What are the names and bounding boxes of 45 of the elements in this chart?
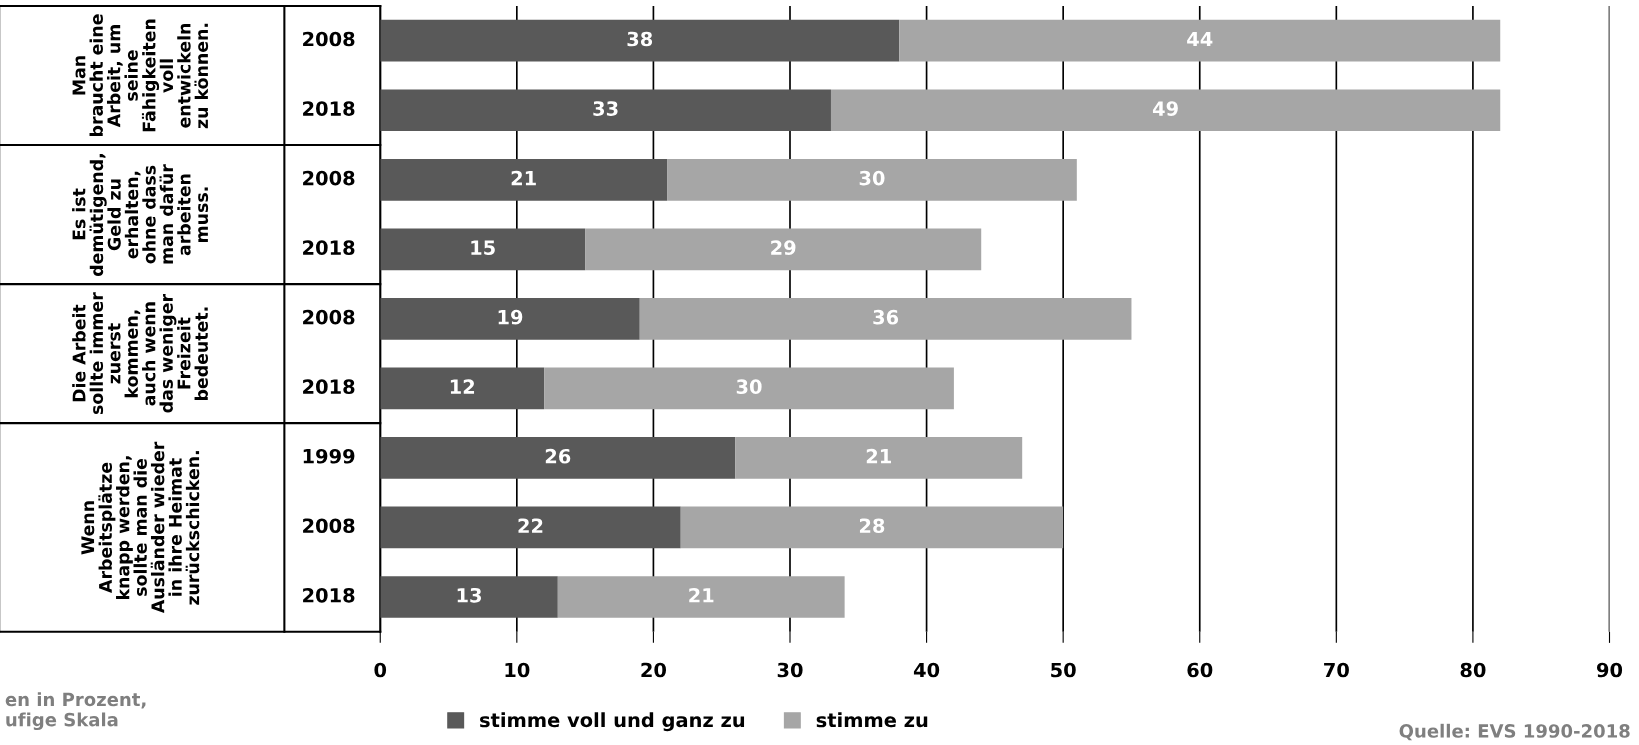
text: en in Prozent, ufige Skala xyxy=(5,692,146,731)
x-tick-label: 80 xyxy=(1460,662,1486,678)
data-label: 21 xyxy=(866,448,891,464)
data-label: 13 xyxy=(457,587,482,603)
data-label: 38 xyxy=(627,31,653,47)
text: Man braucht eine Arbeit, um seine Fähigkeiten voll entwickeln zu können. xyxy=(72,14,209,136)
data-label: 26 xyxy=(545,448,571,464)
data-label: 21 xyxy=(689,587,714,603)
x-tick-label: 70 xyxy=(1324,662,1349,678)
legend-label: stimme zu xyxy=(816,712,928,728)
data-label: 28 xyxy=(859,518,885,534)
text: Wenn Arbeitsplätze knapp werden, sollte man die Ausländer wieder in ihre Heimat zurückschicken. xyxy=(81,441,200,614)
text: Die Arbeit sollte immer zuerst kommen, auch wenn das weniger Freizeit bedeutet. xyxy=(72,292,208,415)
x-tick-label: 40 xyxy=(913,662,940,678)
x-tick-label: 50 xyxy=(1051,662,1076,678)
data-label: 12 xyxy=(450,379,475,394)
y-tick-label: 2008 xyxy=(303,518,355,534)
y-tick-label: 2008 xyxy=(303,170,355,186)
data-label: 30 xyxy=(859,170,885,186)
data-label: 22 xyxy=(518,518,543,533)
data-label: 29 xyxy=(771,240,796,255)
data-label: 15 xyxy=(471,240,495,255)
legend-label: stimme voll und ganz zu xyxy=(480,712,745,732)
data-label: 49 xyxy=(1152,101,1178,116)
source-note: Quelle: EVS 1990-2018 xyxy=(1399,723,1630,741)
y-tick-label: 2008 xyxy=(303,31,355,47)
y-tick-label: 2018 xyxy=(303,379,355,395)
x-tick-label: 0 xyxy=(374,662,387,678)
x-tick-label: 10 xyxy=(505,662,530,678)
data-label: 21 xyxy=(511,170,536,186)
data-label: 19 xyxy=(498,309,523,325)
text: Es ist demütigend, Geld zu erhalten, ohne dass man dafür arbeiten muss. xyxy=(72,154,209,277)
data-label: 44 xyxy=(1187,31,1213,47)
y-tick-label: 2018 xyxy=(303,240,355,255)
x-tick-label: 20 xyxy=(641,662,667,678)
data-label: 33 xyxy=(593,101,618,116)
x-tick-label: 60 xyxy=(1187,662,1213,678)
data-label: 30 xyxy=(736,379,762,395)
x-tick-label: 90 xyxy=(1596,662,1623,678)
y-tick-label: 2018 xyxy=(303,101,355,116)
y-tick-label: 1999 xyxy=(303,448,355,464)
y-tick-label: 2018 xyxy=(303,587,355,603)
y-tick-label: 2008 xyxy=(303,309,355,325)
data-label: 36 xyxy=(873,309,899,325)
x-tick-label: 30 xyxy=(777,662,803,678)
